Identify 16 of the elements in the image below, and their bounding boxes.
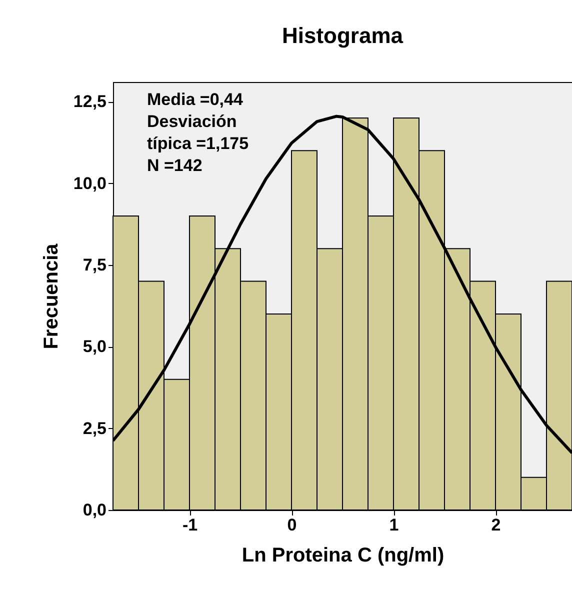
y-tick-label: 5,0: [82, 337, 106, 356]
y-tick-label: 2,5: [82, 418, 106, 438]
y-tick-label: 12,5: [73, 92, 106, 112]
x-tick-label: 2: [491, 516, 501, 534]
annotation: N =142: [147, 156, 202, 175]
y-tick-label: 10,0: [73, 174, 106, 193]
y-tick-label: 0,0: [82, 500, 106, 520]
x-tick-label: 1: [389, 516, 399, 534]
y-axis-title: Frecuencia: [40, 242, 62, 350]
annotation: Media =0,44: [147, 90, 244, 109]
x-tick-label: -1: [182, 516, 198, 534]
annotation: Desviación típica =1,175: [147, 112, 249, 153]
x-tick-label: 0: [287, 516, 297, 534]
chart-title: Histograma: [282, 23, 404, 48]
y-tick-label: 7,5: [82, 255, 106, 274]
x-axis-title: Ln Proteina C (ng/ml): [242, 544, 444, 566]
